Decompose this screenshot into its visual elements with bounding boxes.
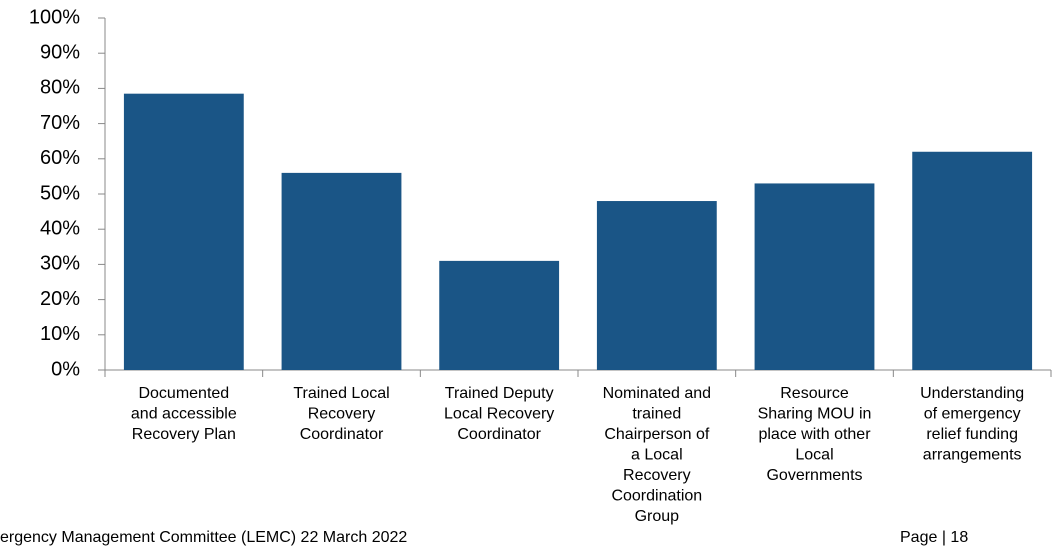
x-tick-label-line: Coordination: [611, 488, 702, 505]
x-tick-label-line: Nominated and: [603, 385, 712, 402]
x-tick-label: Resource Sharing MOU in place with other Lo…: [758, 385, 872, 484]
x-tick-label-line: Recovery Plan: [132, 426, 236, 443]
y-tick-label: 60%: [40, 147, 80, 169]
x-tick-label-line: Sharing MOU in: [758, 406, 872, 423]
bar: [912, 151, 1033, 370]
bar: [596, 201, 717, 370]
x-tick-label-line: Group: [635, 508, 680, 525]
x-tick-label: Trained Local Recovery Coordinator: [293, 385, 389, 443]
x-tick-label-line: Resource: [780, 385, 849, 402]
bar: [439, 260, 560, 370]
x-tick-label-line: Chairperson of: [604, 426, 710, 443]
y-tick-label: 30%: [40, 253, 80, 275]
footer-left: ergency Management Committee (LEMC) 22 M…: [0, 529, 407, 546]
y-tick-label: 20%: [40, 288, 80, 310]
x-tick-label: Trained Deputy Local Recovery Coordinator: [444, 385, 554, 443]
x-tick-label-line: Governments: [766, 467, 862, 484]
x-tick-label-line: Recovery: [308, 406, 376, 423]
x-tick-label-line: relief funding: [926, 426, 1018, 443]
x-tick-label: Understanding of emergency relief funding a…: [920, 385, 1024, 464]
x-tick-label-line: and accessible: [131, 406, 237, 423]
y-tick-label: 80%: [40, 77, 80, 99]
y-tick-label: 70%: [40, 112, 80, 134]
x-tick-label-line: Coordinator: [300, 426, 384, 443]
y-tick-label: 40%: [40, 217, 80, 239]
x-tick-label-line: arrangements: [923, 447, 1022, 464]
x-tick-label-line: trained: [632, 406, 681, 423]
x-tick-label-line: place with other: [758, 426, 871, 443]
y-tick-label: 50%: [40, 182, 80, 204]
x-tick-label-line: a Local: [631, 447, 683, 464]
x-tick-label-line: Trained Deputy: [445, 385, 554, 402]
y-tick-label: 100%: [29, 6, 80, 28]
y-tick-label: 0%: [51, 358, 80, 380]
x-tick-label: Nominated and trained Chairperson of a Loca…: [603, 385, 712, 525]
x-tick-label-line: Trained Local: [293, 385, 389, 402]
y-tick-label: 10%: [40, 323, 80, 345]
x-tick-label-line: of emergency: [924, 406, 1021, 423]
y-tick-label: 90%: [40, 41, 80, 63]
x-tick-label-line: Understanding: [920, 385, 1024, 402]
x-tick-label-line: Coordinator: [457, 426, 541, 443]
x-tick-label: Documented and accessible Recovery Plan: [131, 385, 237, 443]
bar: [754, 183, 875, 370]
x-tick-label-line: Recovery: [623, 467, 691, 484]
x-tick-label-line: Local Recovery: [444, 406, 554, 423]
x-tick-label-line: Documented: [138, 385, 229, 402]
x-tick-label-line: Local: [795, 447, 833, 464]
footer-right: Page | 18: [900, 529, 968, 546]
bar: [281, 172, 402, 370]
bar: [123, 93, 244, 371]
